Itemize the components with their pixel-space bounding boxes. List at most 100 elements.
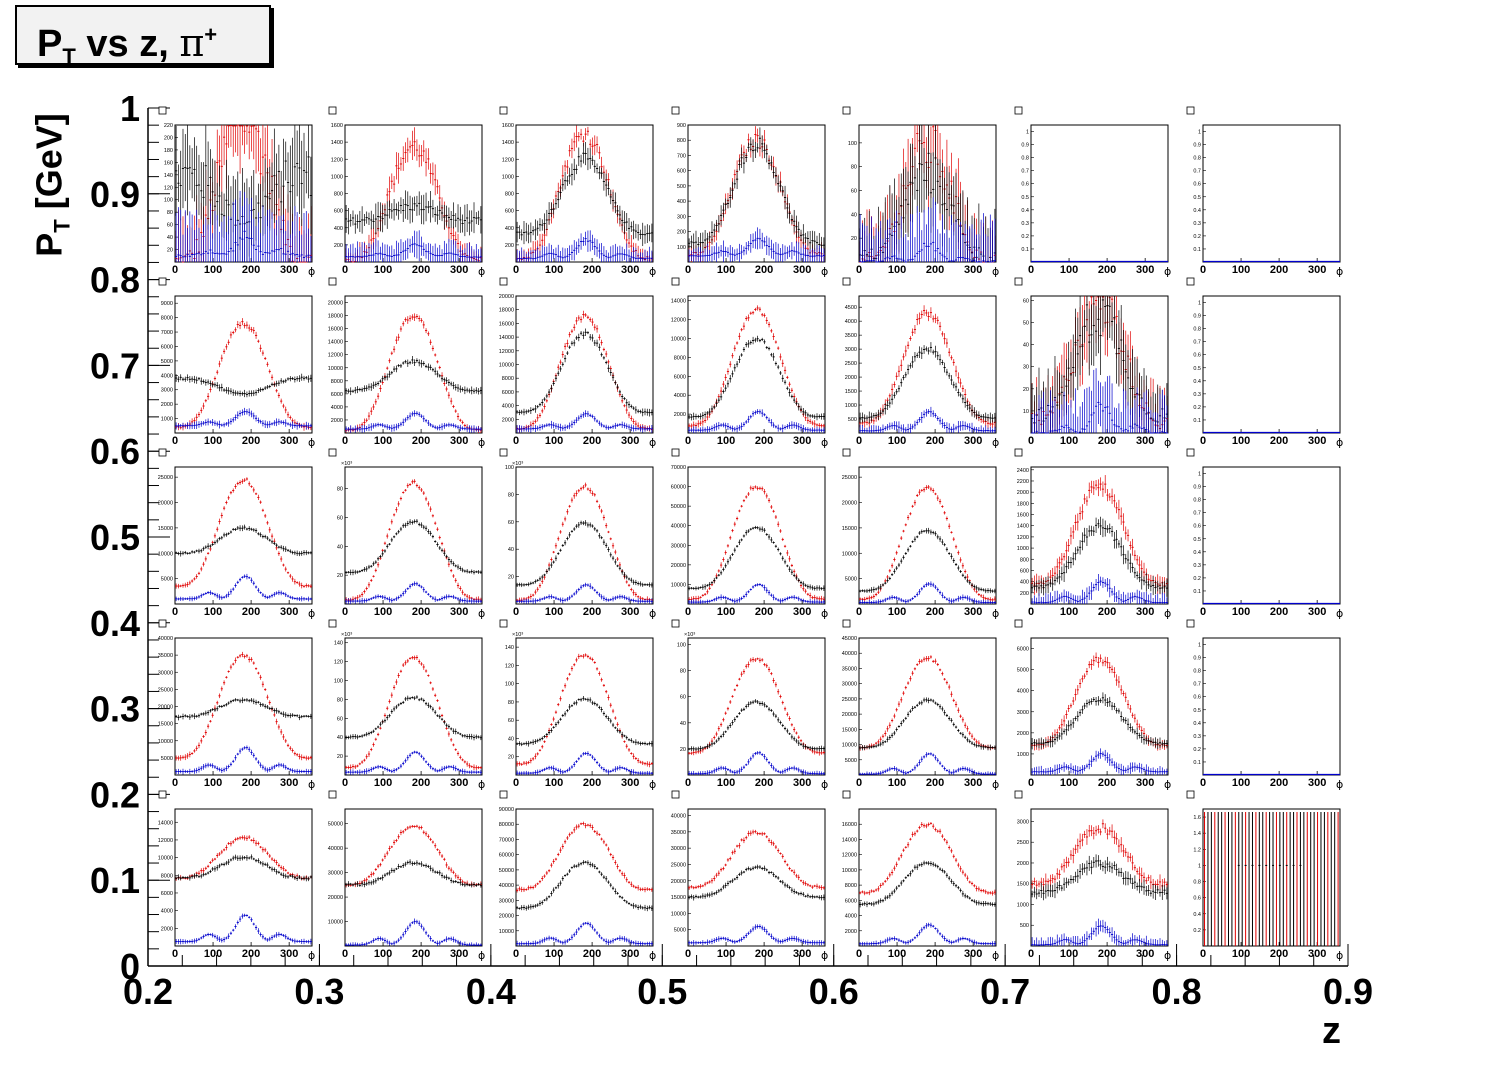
panel-r0-c0: 0 100 200 300 ϕ 20 40 60 80 100 120 140 160 180 200 220: [158, 106, 315, 278]
panel-x-tick-label: 100: [545, 435, 563, 447]
panel-x-tick-label: 200: [1270, 435, 1288, 447]
panel-x-tick-label: 100: [1232, 264, 1250, 276]
title-pi: π: [179, 21, 205, 65]
panel-r1-c3: 0 100 200 300 ϕ 2000 4000 6000 8000 10000 12000 140…: [671, 277, 828, 449]
panel-y-tick-label: 0.3: [1193, 392, 1201, 398]
panel-y-tick-label: 200: [164, 135, 173, 141]
panel-x-tick-label: 0: [856, 264, 862, 276]
panel-x-tick-label: 0: [172, 435, 178, 447]
panel-y-tick-label: 0.4: [1193, 208, 1201, 214]
panel-x-tick-label: 200: [1270, 264, 1288, 276]
panel-y-tick-label: 500: [677, 184, 686, 190]
panel-y-tick-label: 0.5: [1193, 366, 1201, 372]
panel-y-tick-label: 800: [505, 192, 514, 198]
panel-y-tick-label: 2000: [161, 402, 173, 408]
panel-y-tick-label: 16000: [499, 321, 514, 327]
panel-x-tick-label: 200: [242, 264, 260, 276]
outer-x-tick-label: 0.3: [294, 971, 344, 1012]
panel-r1-c1: 0 100 200 300 ϕ 2000 4000 6000 8000 10000 12000 140…: [328, 277, 485, 449]
panel-y-tick-label: 16000: [328, 327, 343, 333]
panel-x-tick-label: 0: [342, 264, 348, 276]
title-text: P: [37, 23, 63, 65]
panel-y-tick-label: 60: [167, 223, 173, 229]
panel-y-tick-label: 0.5: [1021, 195, 1029, 201]
panel-x-tick-label: 0: [685, 264, 691, 276]
chart-title: PT vs z, π+: [15, 5, 271, 69]
panel-y-tick-label: 18000: [328, 314, 343, 320]
panel-y-tick-label: 0.9: [1193, 143, 1201, 149]
panel-frame: [174, 466, 313, 605]
panel-y-tick-label: 2000: [674, 412, 686, 418]
panel-y-tick-label: 25000: [158, 475, 173, 481]
panel-y-tick-label: 800: [677, 138, 686, 144]
panel-r2-c0: 0 100 200 300 ϕ 5000 10000 15000 20000 25000: [158, 448, 315, 620]
panel-y-tick-label: 180: [164, 148, 173, 154]
panel-y-tick-label: 12000: [499, 349, 514, 355]
panel-r0-c3: 0 100 200 300 ϕ 100 200 300 400 500 600 700 800 900: [671, 106, 828, 278]
panel-y-tick-label: 200: [505, 243, 514, 249]
panel-y-tick-label: 4000: [845, 319, 857, 325]
panel-y-tick-label: 160: [164, 160, 173, 166]
panel-y-tick-label: 1: [1026, 130, 1029, 136]
panel-y-tick-label: 3500: [845, 333, 857, 339]
panel-y-tick-label: 20: [337, 573, 343, 579]
panel-x-tick-label: 300: [450, 264, 468, 276]
panel-x-label: ϕ: [308, 265, 315, 278]
panel-r1-c5: 0 100 200 300 ϕ 10 20 30 40 50 60: [1014, 277, 1171, 449]
panel-x-tick-label: 300: [793, 435, 811, 447]
panel-y-tick-label: 0.6: [1193, 353, 1201, 359]
panel-y-tick-label: 2000: [502, 417, 514, 423]
panel-y-tick-label: 10000: [158, 551, 173, 557]
panel-x-tick-label: 0: [685, 435, 691, 447]
panel-y-tick-label: 0.7: [1193, 340, 1201, 346]
panel-y-tick-label: 1000: [845, 403, 857, 409]
panel-x-tick-label: 300: [280, 264, 298, 276]
outer-x-tick-label: 0.9: [1323, 971, 1373, 1012]
panel-x-tick-label: 300: [280, 435, 298, 447]
panel-y-tick-label: 8000: [502, 376, 514, 382]
panel-frame: [858, 124, 997, 263]
panel-frame: [174, 295, 313, 434]
panel-frame: [1030, 295, 1169, 434]
panel-y-exponent: ×10³: [341, 461, 352, 467]
panel-x-tick-label: 0: [172, 606, 178, 618]
panel-x-tick-label: 300: [964, 264, 982, 276]
panel-y-tick-label: 10000: [671, 337, 686, 343]
panel-x-label: ϕ: [1336, 436, 1343, 449]
panel-x-tick-label: 0: [1028, 264, 1034, 276]
panel-y-tick-label: 0.3: [1021, 221, 1029, 227]
panel-x-tick-label: 300: [1308, 264, 1326, 276]
panel-y-tick-label: 100: [164, 198, 173, 204]
panel-y-tick-label: 1200: [331, 157, 343, 163]
outer-x-tick-label: 0.7: [980, 971, 1030, 1012]
panel-r0-c1: 0 100 200 300 ϕ 200 400 600 800 1000 1200 1400 1600: [328, 106, 485, 278]
panel-y-tick-label: 100: [677, 245, 686, 251]
panel-y-tick-label: 1400: [502, 140, 514, 146]
panel-x-tick-label: 200: [583, 264, 601, 276]
panel-x-tick-label: 100: [374, 435, 392, 447]
panel-marker-icon: [499, 106, 508, 115]
panel-x-tick-label: 0: [1200, 264, 1206, 276]
panel-x-label: ϕ: [478, 265, 485, 278]
panel-y-tick-label: 0.7: [1193, 169, 1201, 175]
panel-y-tick-label: 80: [167, 210, 173, 216]
panel-y-tick-label: 120: [164, 185, 173, 191]
panel-y-tick-label: 0.6: [1021, 182, 1029, 188]
panel-y-tick-label: 0.3: [1193, 221, 1201, 227]
panel-frame: [515, 124, 654, 263]
panel-y-tick-label: 900: [677, 123, 686, 129]
panel-x-tick-label: 300: [621, 435, 639, 447]
panel-x-label: ϕ: [308, 436, 315, 449]
panel-x-tick-label: 300: [621, 264, 639, 276]
panel-y-tick-label: 0.1: [1193, 418, 1201, 424]
outer-y-tick-label: 0.8: [90, 260, 140, 301]
panel-y-tick-label: 1600: [331, 123, 343, 129]
panel-y-tick-label: 3000: [845, 347, 857, 353]
panel-y-tick-label: 0.8: [1193, 156, 1201, 162]
x-axis-label: z: [1322, 1010, 1341, 1052]
panel-y-tick-label: 220: [164, 123, 173, 129]
panel-x-label: ϕ: [992, 436, 999, 449]
panel-x-tick-label: 0: [342, 435, 348, 447]
panel-y-tick-label: 0.7: [1021, 169, 1029, 175]
panel-marker-icon: [499, 277, 508, 286]
